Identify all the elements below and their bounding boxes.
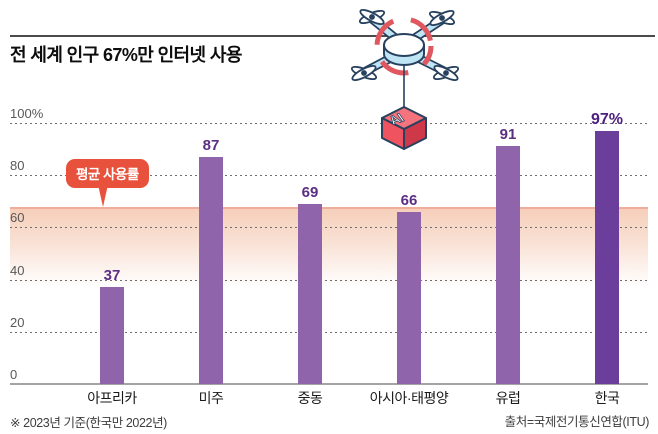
y-gridline bbox=[10, 280, 648, 281]
y-gridline bbox=[10, 332, 648, 333]
source-credit: 출처=국제전기통신연합(ITU) bbox=[504, 415, 650, 429]
y-gridline bbox=[10, 175, 648, 176]
average-band bbox=[10, 207, 648, 288]
bar-value-label: 66 bbox=[400, 192, 418, 209]
bar bbox=[496, 146, 520, 384]
page-title: 전 세계 인구 67%만 인터넷 사용 bbox=[10, 45, 242, 65]
bar-value-label: 97% bbox=[590, 111, 624, 128]
x-axis-label: 유럽 bbox=[495, 390, 521, 406]
bar-value-label: 91 bbox=[499, 126, 517, 143]
y-tick-label: 40 bbox=[10, 263, 25, 278]
y-tick-label: 100% bbox=[10, 106, 44, 121]
y-tick-label: 20 bbox=[10, 315, 25, 330]
x-axis-label: 미주 bbox=[198, 390, 224, 406]
x-axis-label: 아프리카 bbox=[87, 390, 137, 406]
bar-value-label: 37 bbox=[103, 267, 121, 284]
header-rule bbox=[10, 35, 655, 37]
x-axis-label: 아시아·태평양 bbox=[369, 390, 449, 406]
y-gridline bbox=[10, 123, 648, 124]
x-axis-baseline bbox=[10, 383, 648, 385]
drone-body-icon bbox=[383, 33, 425, 66]
bar bbox=[100, 287, 124, 384]
y-tick-label: 80 bbox=[10, 158, 25, 173]
bar bbox=[298, 204, 322, 384]
x-axis-label: 중동 bbox=[297, 390, 323, 406]
average-usage-badge: 평균 사용률 bbox=[66, 159, 149, 188]
y-gridline bbox=[10, 227, 648, 228]
x-axis-label: 한국 bbox=[594, 390, 620, 406]
bar-value-label: 87 bbox=[202, 137, 220, 154]
bar-value-label: 69 bbox=[301, 184, 319, 201]
drone-propellers-icon bbox=[350, 9, 460, 81]
y-tick-label: 60 bbox=[10, 210, 25, 225]
ai-box-icon bbox=[381, 106, 427, 150]
footnote: ※ 2023년 기준(한국만 2022년) bbox=[10, 416, 167, 430]
bar bbox=[199, 157, 223, 384]
y-tick-label: 0 bbox=[10, 367, 18, 382]
bar bbox=[397, 212, 421, 384]
bar bbox=[595, 131, 619, 384]
drone-illustration: AI bbox=[350, 9, 460, 150]
